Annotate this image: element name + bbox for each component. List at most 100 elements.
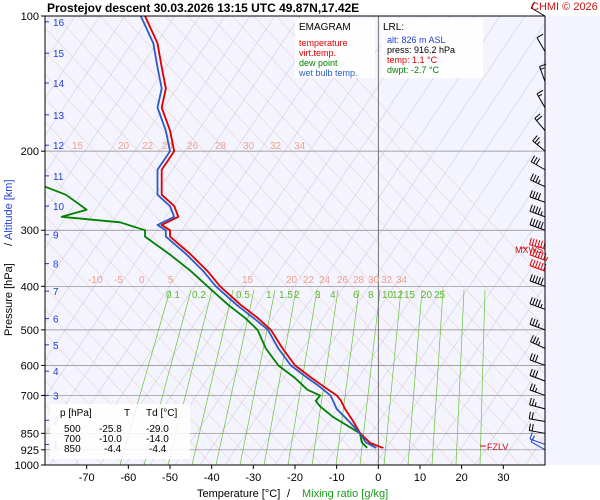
wind-barb-staff	[530, 7, 546, 17]
mixing-ratio-line	[335, 289, 360, 465]
mixing-ratio-label: 0.2	[192, 290, 206, 301]
dry-adiabat-line	[449, 322, 545, 465]
wind-barb-flag	[537, 251, 541, 258]
wind-barb-flag	[531, 238, 535, 246]
moist-adiabat-line	[253, 16, 545, 328]
wind-barb-flag	[534, 355, 539, 363]
dry-adiabat-line	[74, 16, 376, 465]
altitude-tick-label: 8	[53, 260, 59, 271]
theta-e-label: 32	[270, 141, 282, 152]
wind-barb	[529, 397, 546, 410]
wind-barb-flag	[535, 175, 540, 183]
theta-e-label: 34	[294, 141, 306, 152]
wind-barb-half-flag	[540, 303, 543, 308]
x-tick-label: -60	[120, 472, 136, 484]
dry-adiabat-line	[45, 16, 276, 361]
moist-adiabat-line	[77, 16, 499, 465]
moist-adiabat-line	[45, 309, 191, 465]
wind-barb-flag	[532, 249, 536, 256]
theta-e-label: -10	[88, 275, 103, 286]
wind-barb-flag	[531, 424, 534, 432]
moist-adiabat-line	[45, 97, 389, 465]
theta-e-label: 24	[162, 141, 174, 152]
x-tick-label: -70	[79, 472, 95, 484]
wind-barb-staff	[529, 430, 546, 434]
wind-barb-flag	[532, 354, 536, 362]
y-tick-label: 100	[21, 11, 39, 23]
wind-barb-flag	[536, 89, 544, 95]
wind-barb-flag	[534, 276, 539, 283]
wind-barb-flag	[540, 252, 544, 259]
wind-barb	[529, 383, 546, 396]
wind-barb-half-flag	[534, 388, 538, 393]
wind-barb-flag	[529, 258, 533, 266]
wind-barb-flag	[529, 432, 533, 440]
wind-barb	[530, 155, 546, 171]
plot-frame	[44, 15, 546, 466]
wind-barb	[530, 335, 546, 349]
legend-box	[295, 18, 375, 78]
wind-barb-half-flag	[538, 93, 543, 97]
wind-barb	[528, 423, 546, 434]
wind-barb-flag	[532, 135, 538, 142]
mixing-ratio-label: 12	[392, 290, 404, 301]
dry-adiabat-line	[45, 16, 176, 212]
wind-barb-flag	[529, 353, 533, 361]
wind-barb-flag	[534, 370, 539, 378]
wind-barb	[530, 1, 546, 17]
table-row-700-t: -10.0	[99, 434, 122, 445]
mixing-ratio-label: 0.5	[236, 290, 250, 301]
wind-barb	[529, 297, 546, 310]
moist-adiabat-line	[275, 16, 545, 304]
moist-adiabat-line	[45, 144, 345, 465]
dry-adiabat-line	[374, 210, 545, 465]
wind-barb-flag	[540, 240, 543, 248]
lrl-dewpoint: dwpt: -2.7 °C	[387, 65, 440, 75]
mixing-ratio-line	[479, 289, 486, 465]
fzlv-label: FZLV	[487, 442, 508, 452]
mixing-ratio-line	[287, 289, 318, 465]
altitude-tick-label: 13	[53, 111, 65, 122]
wind-barb-flag	[530, 155, 536, 162]
wind-barb-staff	[529, 244, 546, 250]
wind-barb	[529, 237, 546, 250]
legend-dew-point: dew point	[299, 58, 338, 68]
y-axis-title-altitude: Altitude [km]	[3, 179, 15, 240]
chart-header: Prostejov descent 30.03.2026 13:15 UTC 4…	[47, 1, 359, 15]
altitude-tick-label: 3	[53, 391, 59, 402]
moist-adiabat-line	[231, 16, 545, 351]
wind-barb-flag	[532, 298, 536, 305]
x-axis-title-mixing: Mixing ratio [g/kg]	[302, 488, 388, 500]
wind-barb-half-flag	[532, 436, 535, 441]
y-tick-label: 1000	[15, 460, 39, 472]
wind-barb-staff	[536, 37, 546, 52]
dry-adiabat-line	[299, 97, 545, 465]
wind-barb-flag	[532, 191, 536, 199]
wind-barb-flag	[530, 335, 534, 342]
wind-barb	[534, 113, 546, 131]
wind-barb-flag	[529, 274, 533, 282]
wind-barb-flag	[537, 277, 541, 284]
mixing-ratio-label: 3	[315, 290, 321, 301]
wind-barb-flag	[536, 33, 544, 39]
moist-adiabat-line	[45, 74, 411, 465]
wind-barb-half-flag	[536, 141, 541, 145]
wind-barb-flag	[532, 369, 536, 377]
dry-adiabat-line	[249, 23, 545, 465]
wind-barb-flag	[536, 115, 543, 121]
theta-e-label: 20	[286, 275, 298, 286]
dry-adiabat-line	[45, 16, 101, 99]
mixing-ratio-label: 1	[266, 290, 272, 301]
table-row-850-td: -4.4	[149, 444, 167, 455]
wind-barb-flag	[534, 299, 539, 306]
dry-adiabat-line	[149, 16, 451, 465]
altitude-tick-label: 14	[53, 79, 65, 90]
y-tick-label: 500	[21, 325, 39, 337]
legend-heading: EMAGRAM	[299, 22, 351, 33]
legend-temperature: temperature	[299, 38, 348, 48]
wind-barb-flag	[529, 218, 533, 225]
wind-barb-flag	[528, 411, 531, 419]
wind-barb-flag	[531, 398, 535, 406]
y-tick-label: 925	[21, 445, 39, 457]
table-row-500-t: -25.8	[99, 424, 122, 435]
